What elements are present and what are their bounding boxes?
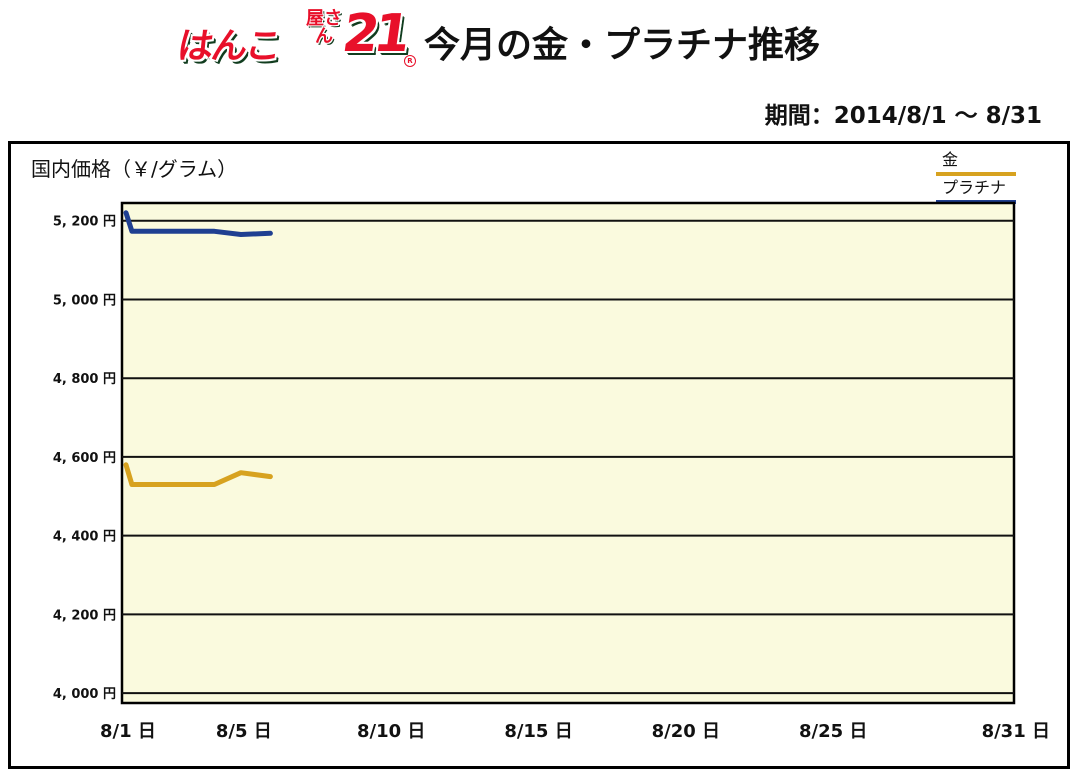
y-tick-label: 4, 600 円: [53, 451, 116, 466]
y-tick-label: 4, 000 円: [53, 687, 116, 702]
registered-mark: R: [404, 55, 416, 67]
legend-item-gold: 金: [936, 150, 1031, 178]
y-axis-label: 国内価格（￥/グラム）: [31, 157, 238, 181]
legend-label-platinum: プラチナ: [942, 178, 1007, 197]
plot-area: [120, 201, 1016, 705]
x-tick-label: 8/1 日: [100, 721, 156, 742]
x-tick-label: 8/25 日: [799, 721, 867, 742]
x-tick-label: 8/5 日: [216, 721, 272, 742]
x-tick-label: 8/20 日: [652, 721, 720, 742]
series-line-platinum: [123, 210, 273, 237]
x-tick-label: 8/10 日: [357, 721, 425, 742]
period-label: 期間：2014/8/1 ～ 8/31: [764, 103, 1042, 129]
y-tick-label: 4, 200 円: [53, 608, 116, 623]
x-tick-label: 8/31 日: [982, 721, 1050, 742]
y-tick-label: 5, 000 円: [53, 293, 116, 308]
y-tick-label: 4, 400 円: [53, 530, 116, 545]
header: はんこ 屋さん 21 R 今月の金・プラチナ推移 期間：2014/8/1 ～ 8…: [0, 0, 1080, 129]
legend-label-gold: 金: [942, 150, 959, 169]
brand-logo: はんこ 屋さん 21 R: [175, 4, 416, 68]
y-tick-label: 5, 200 円: [53, 215, 116, 230]
y-tick-label: 4, 800 円: [53, 372, 116, 387]
series-line-gold: [123, 462, 273, 487]
legend-line-gold: [936, 172, 1016, 176]
brand-sub-text: 屋さん: [306, 8, 342, 47]
page-title: 今月の金・プラチナ推移: [424, 25, 821, 66]
x-tick-label: 8/15 日: [504, 721, 572, 742]
